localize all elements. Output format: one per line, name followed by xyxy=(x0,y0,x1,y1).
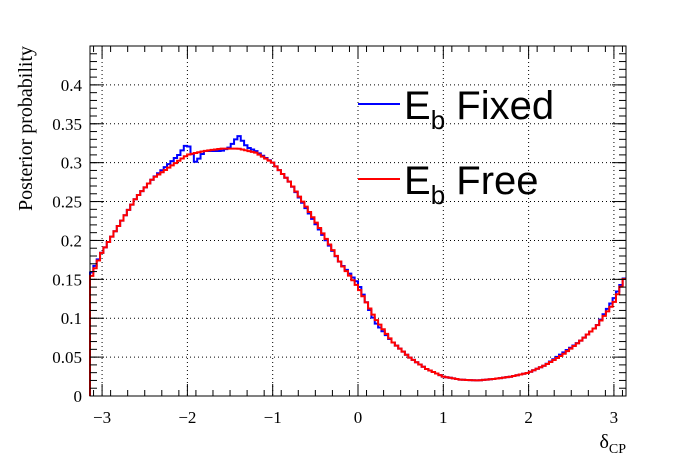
y-tick-label: 0.35 xyxy=(52,115,82,134)
y-tick-label: 0.2 xyxy=(61,231,82,250)
x-axis-title: δCP xyxy=(599,431,626,457)
y-tick-label: 0.15 xyxy=(52,270,82,289)
x-tick-label: −2 xyxy=(178,408,196,427)
series-lines xyxy=(89,135,626,396)
legend: Eb Fixed Eb Free xyxy=(358,84,554,210)
y-tick-label: 0 xyxy=(74,387,83,406)
x-tick-label: −1 xyxy=(264,408,282,427)
y-axis-title: Posterior probability xyxy=(15,46,37,211)
legend-label: Eb Free xyxy=(404,159,539,210)
y-tick-label: 0.4 xyxy=(61,76,83,95)
y-tick-label: 0.3 xyxy=(61,154,82,173)
y-tick-label: 0.1 xyxy=(61,309,82,328)
legend-label: Eb Fixed xyxy=(404,84,554,135)
x-tick-label: −3 xyxy=(93,408,111,427)
x-tick-label: 0 xyxy=(354,408,363,427)
axis-ticks: −3 −2 −1 0 1 2 3 0 0.05 0.1 0.15 0.2 0.25 0.3 0.35 0.4 xyxy=(52,46,626,427)
x-tick-label: 1 xyxy=(439,408,448,427)
x-tick-label: 3 xyxy=(610,408,619,427)
x-tick-label: 2 xyxy=(524,408,533,427)
y-tick-label: 0.05 xyxy=(52,348,82,367)
y-tick-label: 0.25 xyxy=(52,193,82,212)
series-line-eb-free xyxy=(89,147,626,396)
